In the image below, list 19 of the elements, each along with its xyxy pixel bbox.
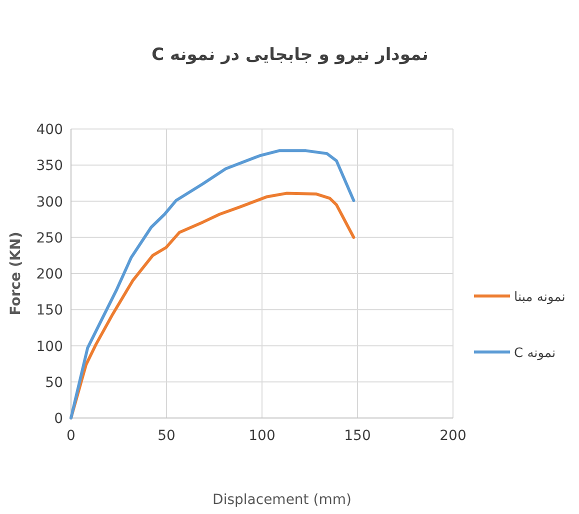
y-tick-label: 0 [54, 411, 63, 427]
y-tick-label: 250 [36, 230, 63, 246]
x-axis-title: Displacement (mm) [212, 492, 352, 508]
legend-label: نمونه مبنا [514, 290, 566, 305]
y-tick-label: 150 [36, 302, 63, 319]
y-tick-label: 200 [36, 266, 63, 282]
y-tick-label: 50 [45, 374, 63, 391]
x-tick-label: 0 [66, 428, 76, 444]
x-tick-label: 150 [344, 428, 371, 444]
y-axis-title: Force (KN) [8, 232, 24, 316]
chart-title: نمودار نیرو و جابجایی در نمونه C [152, 45, 428, 65]
x-tick-label: 50 [158, 428, 176, 444]
y-tick-label: 100 [36, 338, 63, 355]
y-tick-label: 350 [36, 158, 63, 174]
legend-label: نمونه C [514, 346, 556, 361]
x-tick-label: 200 [440, 428, 466, 444]
y-tick-label: 300 [36, 194, 63, 210]
x-tick-label: 100 [248, 428, 276, 444]
y-tick-label: 400 [36, 122, 63, 138]
